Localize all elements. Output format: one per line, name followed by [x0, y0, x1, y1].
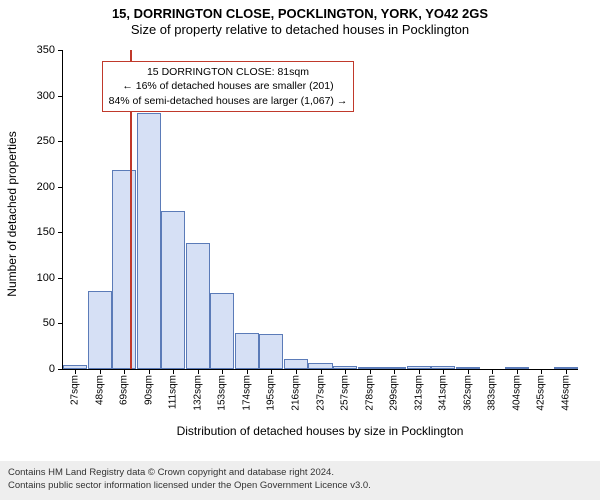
y-tick [58, 50, 63, 51]
y-tick-label: 200 [37, 181, 55, 193]
y-tick [58, 96, 63, 97]
x-tick-label: 278sqm [364, 375, 375, 411]
x-tick [173, 369, 174, 374]
x-tick [198, 369, 199, 374]
x-tick [149, 369, 150, 374]
bar [284, 359, 308, 369]
y-tick [58, 232, 63, 233]
x-tick-label: 111sqm [168, 375, 179, 409]
x-tick-label: 216sqm [290, 375, 301, 411]
x-tick [345, 369, 346, 374]
x-tick-label: 425sqm [536, 375, 547, 411]
x-tick-label: 446sqm [560, 375, 571, 411]
bar [137, 113, 161, 369]
x-tick-label: 153sqm [217, 375, 228, 411]
x-tick [492, 369, 493, 374]
annotation-line3: 84% of semi-detached houses are larger (… [109, 94, 348, 108]
annotation-line2: ← 16% of detached houses are smaller (20… [109, 79, 348, 93]
x-tick [124, 369, 125, 374]
x-tick [541, 369, 542, 374]
y-tick-label: 300 [37, 90, 55, 102]
x-tick [271, 369, 272, 374]
x-tick-label: 195sqm [266, 375, 277, 411]
footer-attribution: Contains HM Land Registry data © Crown c… [0, 461, 600, 500]
x-tick-label: 174sqm [241, 375, 252, 411]
x-tick [321, 369, 322, 374]
bar [161, 211, 185, 369]
y-tick-label: 150 [37, 226, 55, 238]
y-tick-label: 0 [49, 363, 55, 375]
plot-area: 15 DORRINGTON CLOSE: 81sqm ← 16% of deta… [62, 50, 578, 370]
bar [210, 293, 234, 369]
y-tick [58, 369, 63, 370]
y-tick-label: 350 [37, 44, 55, 56]
y-tick-label: 50 [43, 317, 55, 329]
x-tick [75, 369, 76, 374]
title-address: 15, DORRINGTON CLOSE, POCKLINGTON, YORK,… [0, 6, 600, 22]
x-tick-label: 321sqm [413, 375, 424, 411]
x-axis-label: Distribution of detached houses by size … [62, 424, 578, 438]
x-tick-label: 299sqm [389, 375, 400, 411]
x-tick-label: 383sqm [487, 375, 498, 411]
x-tick [566, 369, 567, 374]
chart-container: Number of detached properties 15 DORRING… [0, 44, 600, 440]
x-tick-label: 27sqm [70, 375, 81, 405]
bar [112, 170, 136, 369]
x-tick-label: 237sqm [315, 375, 326, 411]
y-axis-label: Number of detached properties [5, 131, 19, 296]
bar [235, 333, 259, 369]
chart-title-block: 15, DORRINGTON CLOSE, POCKLINGTON, YORK,… [0, 0, 600, 39]
y-tick [58, 141, 63, 142]
bar [88, 291, 112, 369]
y-tick-label: 100 [37, 272, 55, 284]
x-tick-label: 69sqm [119, 375, 130, 405]
x-tick-label: 341sqm [438, 375, 449, 411]
x-tick-label: 90sqm [143, 375, 154, 405]
x-tick [247, 369, 248, 374]
x-tick [370, 369, 371, 374]
footer-line2: Contains public sector information licen… [8, 480, 592, 493]
x-tick-label: 48sqm [94, 375, 105, 405]
x-tick [222, 369, 223, 374]
x-tick [468, 369, 469, 374]
y-tick [58, 323, 63, 324]
x-tick [517, 369, 518, 374]
x-tick-label: 404sqm [511, 375, 522, 411]
x-tick [394, 369, 395, 374]
x-tick-label: 362sqm [462, 375, 473, 411]
bar [259, 334, 283, 369]
annotation-line1: 15 DORRINGTON CLOSE: 81sqm [109, 65, 348, 79]
x-tick [100, 369, 101, 374]
x-tick-label: 257sqm [340, 375, 351, 411]
footer-line1: Contains HM Land Registry data © Crown c… [8, 467, 592, 480]
title-subtitle: Size of property relative to detached ho… [0, 22, 600, 38]
y-tick [58, 187, 63, 188]
x-tick-label: 132sqm [192, 375, 203, 411]
x-tick [443, 369, 444, 374]
annotation-box: 15 DORRINGTON CLOSE: 81sqm ← 16% of deta… [102, 61, 355, 112]
x-tick [419, 369, 420, 374]
y-tick-label: 250 [37, 135, 55, 147]
bar [186, 243, 210, 369]
x-tick [296, 369, 297, 374]
y-tick [58, 278, 63, 279]
